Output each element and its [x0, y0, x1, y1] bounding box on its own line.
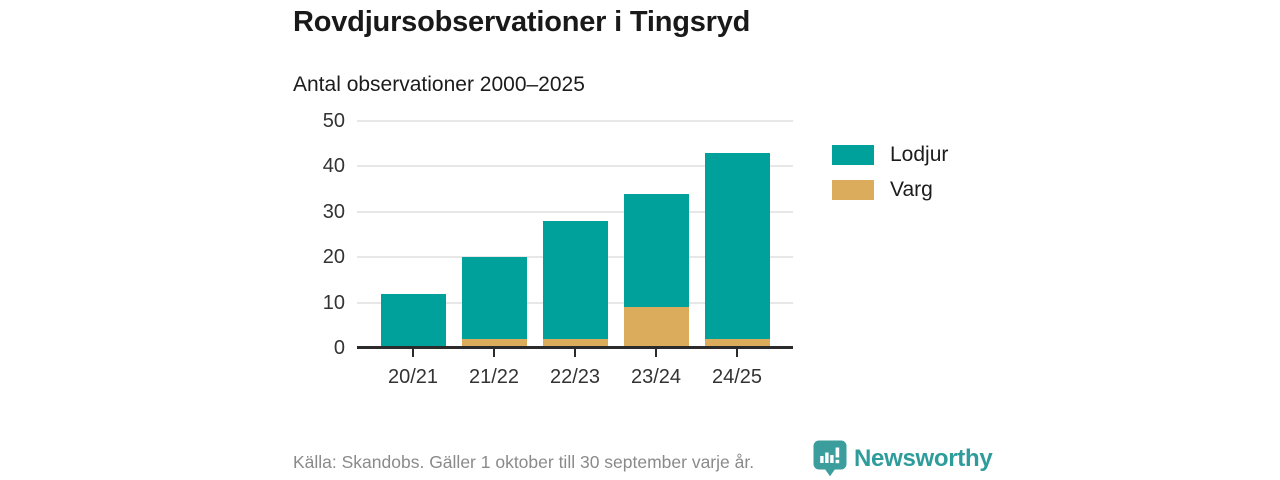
- source-note: Källa: Skandobs. Gäller 1 oktober till 3…: [293, 452, 755, 472]
- x-axis-tick-label: 24/25: [711, 366, 763, 388]
- bar-segment-lodjur[interactable]: [623, 193, 689, 308]
- newsworthy-logo-icon: [813, 440, 847, 477]
- y-axis-tick-label: 0: [333, 337, 345, 359]
- x-axis-tick: [493, 349, 495, 357]
- x-axis-tick: [655, 349, 657, 357]
- x-axis-line: [357, 346, 793, 349]
- bar-segment-varg[interactable]: [542, 338, 608, 348]
- legend-item-varg: Varg: [832, 178, 948, 202]
- y-axis-tick-label: 30: [322, 200, 345, 223]
- bar-segment-lodjur[interactable]: [461, 257, 527, 339]
- bar-chart-plot-area: 0 10 20 30 40 50 20/21 21/22 22/23 23/24 24/25: [323, 110, 793, 388]
- y-axis-tick-label: 20: [322, 246, 345, 269]
- chart-legend: Lodjur Varg: [832, 143, 948, 213]
- gridline: [357, 165, 793, 168]
- x-axis-tick: [412, 349, 414, 357]
- bar-segment-varg[interactable]: [704, 338, 770, 348]
- bar-segment-varg[interactable]: [461, 338, 527, 348]
- bar-segment-varg[interactable]: [623, 307, 689, 348]
- bar-segment-lodjur[interactable]: [380, 293, 446, 348]
- chart-title: Rovdjursobservationer i Tingsryd: [293, 6, 751, 38]
- newsworthy-logo[interactable]: Newsworthy: [813, 440, 993, 477]
- legend-swatch-varg: [832, 180, 874, 200]
- x-axis-tick-label: 23/24: [630, 366, 682, 388]
- legend-item-lodjur: Lodjur: [832, 143, 948, 167]
- legend-label: Varg: [890, 178, 933, 201]
- x-axis-tick: [574, 349, 576, 357]
- y-axis-tick-label: 10: [322, 291, 345, 314]
- y-axis-tick-label: 40: [322, 155, 345, 178]
- gridline: [357, 210, 793, 213]
- x-axis-tick-label: 21/22: [468, 366, 520, 388]
- x-axis-tick-label: 22/23: [549, 366, 601, 388]
- bar-segment-lodjur[interactable]: [704, 152, 770, 339]
- legend-swatch-lodjur: [832, 145, 874, 165]
- y-axis-tick-label: 50: [322, 110, 345, 132]
- bar-segment-lodjur[interactable]: [542, 220, 608, 339]
- gridline: [357, 120, 793, 122]
- newsworthy-logo-text: Newsworthy: [854, 444, 993, 472]
- legend-label: Lodjur: [890, 143, 949, 166]
- x-axis-tick-label: 20/21: [387, 366, 439, 388]
- chart-subtitle: Antal observationer 2000–2025: [293, 73, 585, 96]
- x-axis-tick: [736, 349, 738, 357]
